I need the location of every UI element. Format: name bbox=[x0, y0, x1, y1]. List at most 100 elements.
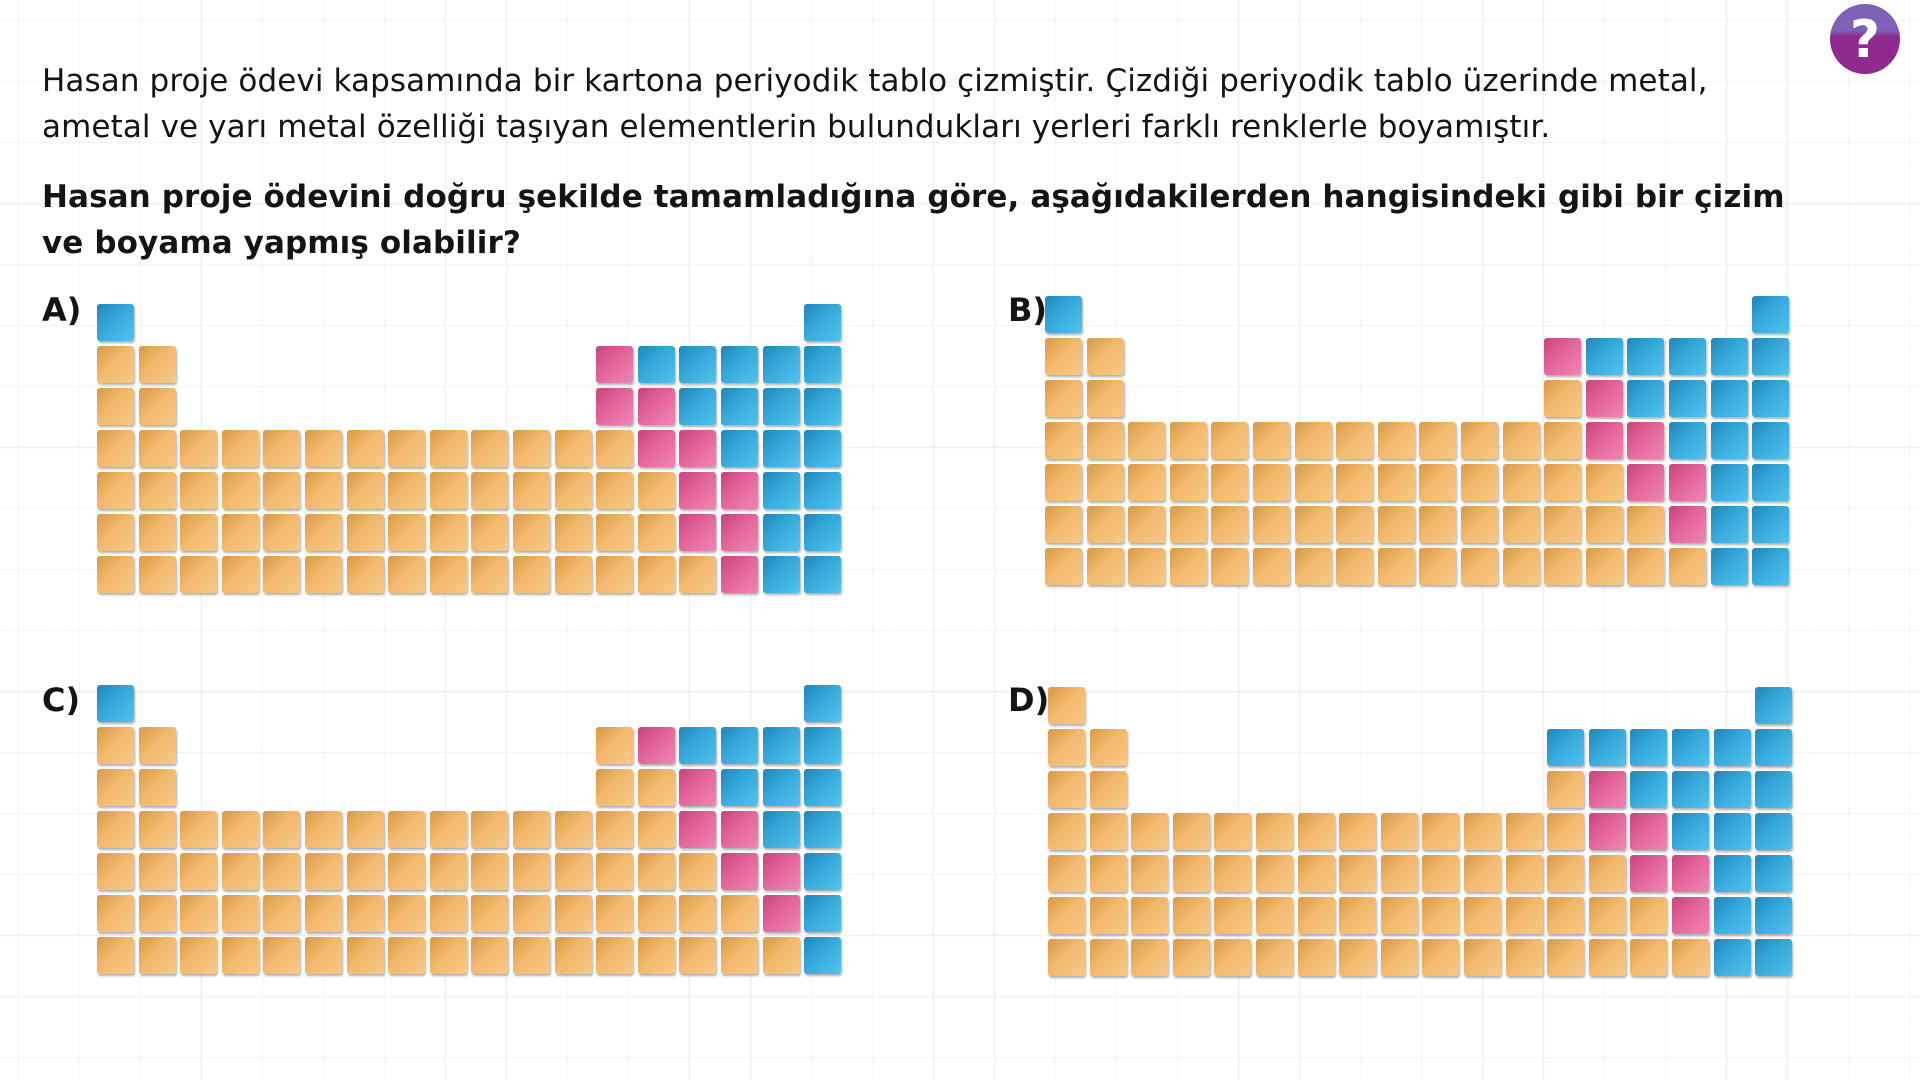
element-cell-metal bbox=[1464, 897, 1501, 934]
element-cell-metal bbox=[596, 937, 634, 974]
element-cell-metal bbox=[554, 430, 592, 467]
element-cell-metal bbox=[1211, 548, 1249, 585]
element-cell-metal bbox=[1380, 813, 1418, 850]
element-cell-metal bbox=[1128, 548, 1166, 585]
element-cell-metal bbox=[1505, 897, 1543, 934]
element-cell-semimetal bbox=[1669, 464, 1706, 501]
element-cell-metal bbox=[637, 514, 675, 551]
element-cell-metal bbox=[388, 811, 426, 848]
element-cell-metal bbox=[1048, 771, 1085, 808]
element-cell-metal bbox=[1377, 506, 1415, 543]
element-cell-nonmetal bbox=[1755, 855, 1793, 892]
element-cell-semimetal bbox=[1630, 855, 1668, 892]
option-b-label[interactable]: B) bbox=[1008, 291, 1048, 329]
element-cell-nonmetal bbox=[721, 727, 758, 764]
element-cell-nonmetal bbox=[804, 685, 842, 722]
element-cell-metal bbox=[1422, 897, 1460, 934]
element-cell-metal bbox=[1214, 939, 1252, 976]
element-cell-metal bbox=[1211, 422, 1249, 459]
element-cell-nonmetal bbox=[804, 304, 842, 341]
element-cell-nonmetal bbox=[804, 514, 842, 551]
element-cell-metal bbox=[1089, 771, 1127, 808]
element-cell-nonmetal bbox=[1710, 548, 1748, 585]
element-cell-metal bbox=[1256, 939, 1293, 976]
element-cell-metal bbox=[554, 556, 592, 593]
element-cell-nonmetal bbox=[721, 388, 758, 425]
option-a-periodic-table[interactable] bbox=[97, 304, 842, 595]
element-cell-nonmetal bbox=[1752, 506, 1790, 543]
element-cell-metal bbox=[637, 937, 675, 974]
option-d-label[interactable]: D) bbox=[1008, 681, 1050, 719]
element-cell-metal bbox=[1172, 897, 1210, 934]
element-cell-metal bbox=[1089, 813, 1127, 850]
element-cell-nonmetal bbox=[1755, 687, 1793, 724]
element-cell-metal bbox=[388, 514, 426, 551]
element-cell-metal bbox=[1128, 506, 1166, 543]
element-cell-metal bbox=[1461, 506, 1498, 543]
element-cell-metal bbox=[263, 556, 301, 593]
element-cell-nonmetal bbox=[1630, 771, 1668, 808]
element-cell-metal bbox=[554, 472, 592, 509]
element-cell-metal bbox=[1086, 506, 1124, 543]
element-cell-metal bbox=[471, 895, 509, 932]
element-cell-metal bbox=[554, 514, 592, 551]
element-cell-metal bbox=[429, 430, 467, 467]
element-cell-semimetal bbox=[1630, 813, 1668, 850]
element-cell-metal bbox=[1256, 855, 1293, 892]
element-cell-metal bbox=[305, 472, 342, 509]
element-cell-metal bbox=[1297, 897, 1335, 934]
element-cell-metal bbox=[388, 895, 426, 932]
element-cell-nonmetal bbox=[1752, 422, 1790, 459]
element-cell-metal bbox=[471, 937, 509, 974]
option-b-periodic-table[interactable] bbox=[1045, 296, 1790, 585]
element-cell-metal bbox=[471, 472, 509, 509]
element-cell-metal bbox=[1377, 548, 1415, 585]
element-cell-metal bbox=[1544, 464, 1582, 501]
element-cell-nonmetal bbox=[1755, 897, 1793, 934]
element-cell-metal bbox=[513, 937, 550, 974]
option-c-label[interactable]: C) bbox=[42, 681, 81, 719]
element-cell-metal bbox=[471, 811, 509, 848]
element-cell-metal bbox=[554, 895, 592, 932]
element-cell-metal bbox=[305, 853, 342, 890]
element-cell-metal bbox=[221, 430, 259, 467]
element-cell-metal bbox=[1419, 506, 1457, 543]
element-cell-semimetal bbox=[721, 811, 758, 848]
element-cell-metal bbox=[1339, 939, 1377, 976]
element-cell-metal bbox=[1048, 729, 1085, 766]
element-cell-metal bbox=[263, 472, 301, 509]
element-cell-metal bbox=[180, 514, 218, 551]
element-cell-nonmetal bbox=[1672, 771, 1709, 808]
element-cell-metal bbox=[97, 853, 134, 890]
element-cell-metal bbox=[554, 811, 592, 848]
element-cell-semimetal bbox=[1627, 464, 1665, 501]
element-cell-metal bbox=[388, 472, 426, 509]
element-cell-metal bbox=[1214, 813, 1252, 850]
element-cell-semimetal bbox=[1585, 380, 1623, 417]
element-cell-metal bbox=[346, 472, 384, 509]
element-cell-semimetal bbox=[596, 388, 634, 425]
element-cell-metal bbox=[1297, 855, 1335, 892]
element-cell-metal bbox=[596, 727, 634, 764]
option-a-label[interactable]: A) bbox=[42, 291, 82, 329]
element-cell-nonmetal bbox=[679, 346, 717, 383]
element-cell-metal bbox=[471, 556, 509, 593]
element-cell-metal bbox=[138, 727, 176, 764]
question-prompt: Hasan proje ödevini doğru şekilde tamaml… bbox=[42, 179, 1785, 261]
option-d-periodic-table[interactable] bbox=[1048, 687, 1793, 976]
element-cell-nonmetal bbox=[1752, 548, 1790, 585]
element-cell-metal bbox=[138, 769, 176, 806]
element-cell-nonmetal bbox=[721, 346, 758, 383]
option-c-periodic-table[interactable] bbox=[97, 685, 842, 975]
element-cell-metal bbox=[1588, 897, 1626, 934]
element-cell-metal bbox=[221, 514, 259, 551]
element-cell-metal bbox=[305, 937, 342, 974]
element-cell-metal bbox=[1172, 855, 1210, 892]
element-cell-metal bbox=[180, 430, 218, 467]
element-cell-metal bbox=[1294, 506, 1332, 543]
element-cell-metal bbox=[1464, 939, 1501, 976]
element-cell-metal bbox=[637, 895, 675, 932]
element-cell-metal bbox=[679, 556, 717, 593]
element-cell-metal bbox=[1256, 897, 1293, 934]
help-button[interactable]: ? bbox=[1830, 4, 1900, 74]
